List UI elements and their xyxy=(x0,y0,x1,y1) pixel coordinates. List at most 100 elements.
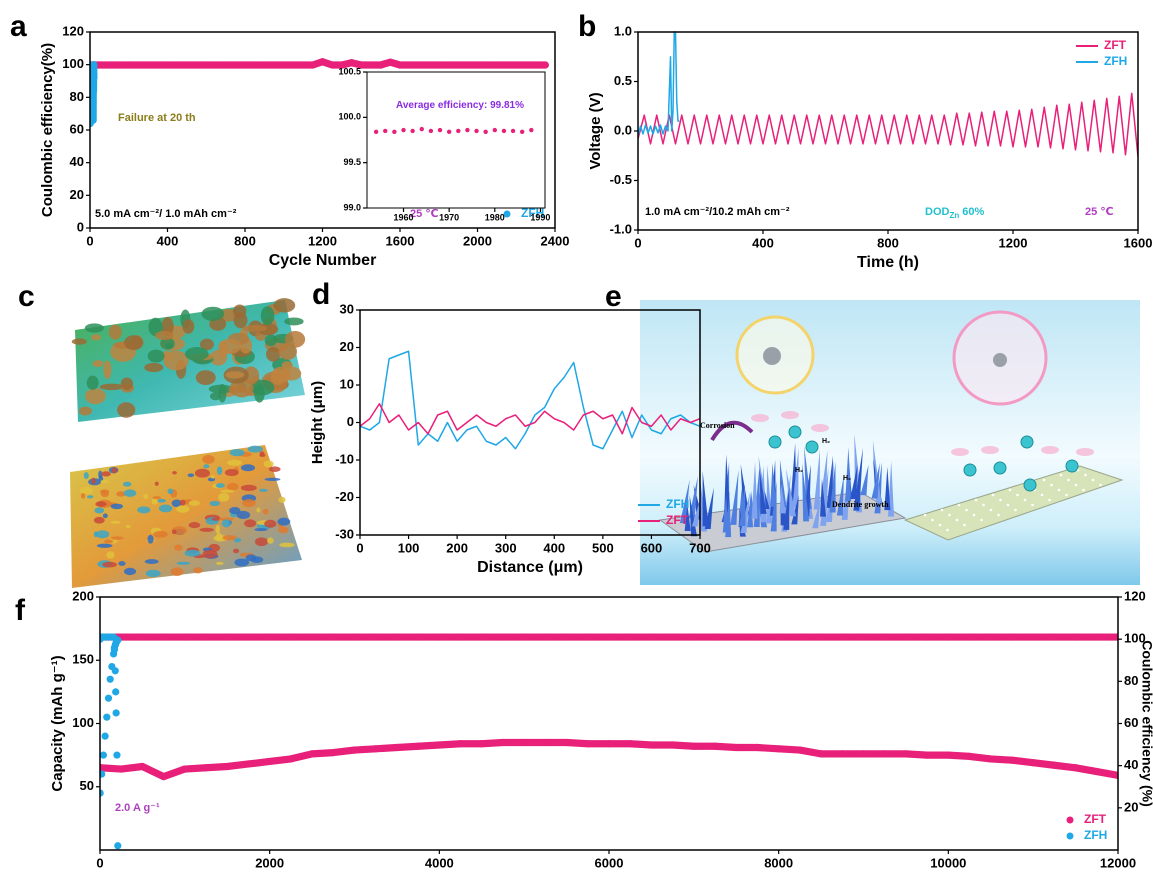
surface-dot xyxy=(957,503,961,507)
dendrite xyxy=(803,464,811,517)
data-point xyxy=(100,751,107,759)
surface-bump xyxy=(91,334,101,341)
surface-bump xyxy=(174,544,183,551)
x-tick-label: 300 xyxy=(495,540,517,555)
surface-bump xyxy=(199,527,215,532)
data-point xyxy=(647,633,656,641)
surface-bump xyxy=(153,530,168,538)
surface-bump xyxy=(268,466,281,472)
y2-tick-label: 80 xyxy=(1124,673,1138,688)
surface-bump xyxy=(184,549,201,557)
data-point xyxy=(244,633,253,641)
surface-bump xyxy=(143,493,149,499)
surface-bump xyxy=(266,346,281,362)
data-point xyxy=(437,127,443,133)
data-point xyxy=(923,751,931,759)
surface-dot xyxy=(940,508,944,512)
data-point xyxy=(499,738,507,747)
data-point xyxy=(415,61,423,69)
data-point xyxy=(266,757,274,766)
data-point xyxy=(367,61,375,69)
surface-bump xyxy=(144,362,164,373)
surface-bump xyxy=(172,471,177,475)
surface-bump xyxy=(234,558,250,567)
x-tick-label: 1990 xyxy=(530,212,550,222)
surface-bump xyxy=(95,501,107,507)
y2-axis-title: Coulombic efficiency (%) xyxy=(1139,640,1153,806)
y-axis-title: Capacity (mAh g⁻¹) xyxy=(49,655,66,791)
surface-bump xyxy=(236,510,251,520)
surface-bump xyxy=(176,561,191,565)
plot-area xyxy=(360,350,700,450)
plot-area xyxy=(100,633,1118,850)
flux-glow xyxy=(1041,446,1059,454)
surface-bump xyxy=(110,520,121,524)
data-point xyxy=(1029,759,1037,767)
surface-bump xyxy=(92,360,104,368)
data-point xyxy=(318,58,327,66)
zn-ion xyxy=(788,425,802,439)
data-point xyxy=(881,750,889,758)
plot-area xyxy=(90,58,549,128)
data-point xyxy=(160,773,168,781)
y-tick-label: 0.0 xyxy=(614,122,632,137)
surface-bump xyxy=(220,489,235,493)
dendrite xyxy=(829,461,836,513)
surface-bump xyxy=(226,482,239,491)
data-point xyxy=(838,750,846,758)
data-point xyxy=(902,633,910,641)
surface-dot xyxy=(1042,478,1046,482)
data-point xyxy=(541,61,549,69)
legend-swatch xyxy=(1066,816,1074,824)
surface-dot xyxy=(1016,493,1019,497)
data-point xyxy=(112,709,120,717)
surface-bump xyxy=(154,481,159,486)
legend-label: ZFH xyxy=(1084,828,1107,842)
y-tick-label: 100.5 xyxy=(338,66,361,76)
x-tick-label: 2000 xyxy=(255,855,284,870)
surface-bump xyxy=(102,513,108,519)
surface-bump xyxy=(106,551,115,559)
annotation: 1.0 mA cm⁻²/10.2 mAh cm⁻² xyxy=(645,206,790,218)
y-tick-label: 50 xyxy=(80,778,94,793)
data-point xyxy=(144,61,152,69)
data-point xyxy=(160,633,168,641)
data-point xyxy=(859,750,868,758)
y-tick-label: -20 xyxy=(335,489,354,504)
dendrite xyxy=(836,475,844,516)
x-axis-title: Distance (μm) xyxy=(477,559,583,576)
surface-bump xyxy=(118,561,126,566)
legend-label: ZFT xyxy=(1104,38,1127,52)
data-point xyxy=(100,764,104,772)
data-point xyxy=(357,61,365,69)
panel-label: c xyxy=(18,280,35,313)
surface-dot xyxy=(931,518,934,522)
data-point xyxy=(501,128,507,134)
dendrite xyxy=(791,495,799,525)
surface-dot xyxy=(989,508,993,512)
data-point xyxy=(386,58,394,66)
surface-dot xyxy=(1040,493,1044,497)
data-point xyxy=(775,633,783,641)
data-point xyxy=(647,741,656,749)
legend-label: ZFH xyxy=(521,206,544,220)
surface-bump xyxy=(165,343,174,350)
dendrite xyxy=(758,455,768,508)
data-point xyxy=(202,764,210,772)
x-tick-label: 10000 xyxy=(930,855,966,870)
y-tick-label: -10 xyxy=(335,451,354,466)
surface-bump xyxy=(120,377,134,390)
y-axis-title: Voltage (V) xyxy=(587,92,604,169)
plot-area xyxy=(638,31,1138,157)
surface-bump xyxy=(83,472,89,479)
dendrite xyxy=(860,464,869,496)
data-point xyxy=(393,633,401,641)
surface-bump xyxy=(256,507,261,513)
dendrite xyxy=(779,483,786,514)
data-point xyxy=(1050,761,1058,769)
data-point xyxy=(410,128,415,134)
annotation: Average efficiency: 99.81% xyxy=(396,100,524,111)
y-tick-label: 0 xyxy=(77,219,84,234)
data-point xyxy=(483,61,491,69)
data-point xyxy=(1093,767,1101,776)
